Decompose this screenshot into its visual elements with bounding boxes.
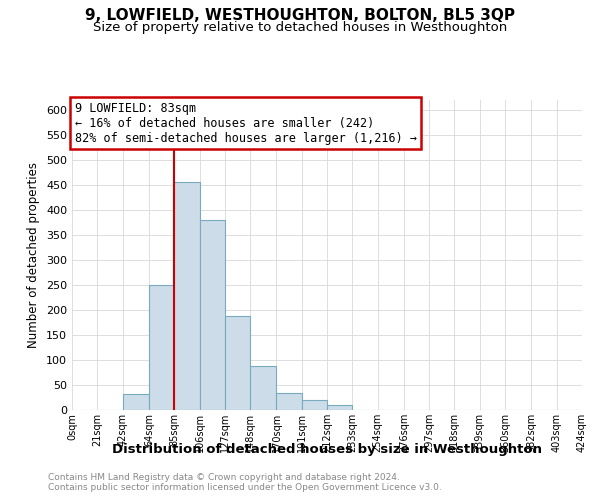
Bar: [174, 182, 199, 410]
Bar: [149, 284, 174, 410]
Bar: [122, 394, 149, 410]
Bar: [302, 400, 327, 410]
Text: 9 LOWFIELD: 83sqm
← 16% of detached houses are smaller (242)
82% of semi-detache: 9 LOWFIELD: 83sqm ← 16% of detached hous…: [74, 102, 416, 144]
Bar: [199, 220, 225, 410]
Text: Distribution of detached houses by size in Westhoughton: Distribution of detached houses by size …: [112, 442, 542, 456]
Bar: [250, 366, 277, 410]
Text: Contains public sector information licensed under the Open Government Licence v3: Contains public sector information licen…: [48, 484, 442, 492]
Bar: [225, 316, 250, 410]
Y-axis label: Number of detached properties: Number of detached properties: [28, 162, 40, 348]
Bar: [327, 404, 352, 410]
Text: Contains HM Land Registry data © Crown copyright and database right 2024.: Contains HM Land Registry data © Crown c…: [48, 472, 400, 482]
Bar: [277, 393, 302, 410]
Text: 9, LOWFIELD, WESTHOUGHTON, BOLTON, BL5 3QP: 9, LOWFIELD, WESTHOUGHTON, BOLTON, BL5 3…: [85, 8, 515, 22]
Text: Size of property relative to detached houses in Westhoughton: Size of property relative to detached ho…: [93, 21, 507, 34]
